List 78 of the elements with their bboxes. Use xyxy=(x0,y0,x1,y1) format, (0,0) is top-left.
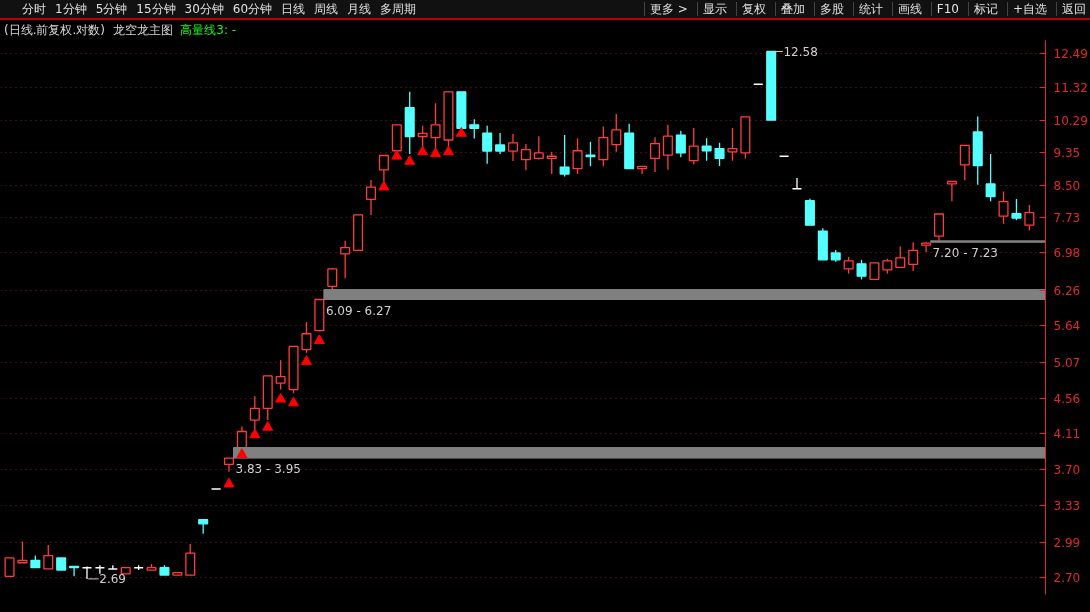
text: 复权 xyxy=(735,2,766,16)
band-label: 3.83 - 3.95 xyxy=(235,462,301,477)
point xyxy=(417,145,429,156)
point xyxy=(288,396,300,407)
text: +自选 xyxy=(1006,2,1047,16)
y-tick-label: 6.98 xyxy=(1053,246,1081,261)
text: 60分钟 xyxy=(232,2,273,16)
y-tick-label: 4.56 xyxy=(1053,391,1081,406)
chart-title: (日线.前复权.对数) xyxy=(4,23,105,37)
point xyxy=(313,334,325,345)
y-tick-label: 12.49 xyxy=(1053,47,1088,62)
y-tick-label: 11.32 xyxy=(1053,81,1088,96)
point xyxy=(249,428,261,439)
candlestick xyxy=(236,425,247,449)
candlestick xyxy=(766,50,777,121)
text: 1分钟 xyxy=(55,2,87,16)
band-label: 6.09 - 6.27 xyxy=(325,303,392,318)
text: 周线 xyxy=(314,2,339,16)
y-tick-label: 6.26 xyxy=(1053,283,1081,298)
y-tick-label: 2.70 xyxy=(1053,571,1081,586)
y-tick-label: 7.73 xyxy=(1053,211,1081,226)
text: 30分钟 xyxy=(184,2,224,16)
text: 画线 xyxy=(891,2,922,16)
point xyxy=(404,155,416,165)
text: 5分钟 xyxy=(95,2,128,16)
text: 统计 xyxy=(852,2,883,16)
y-tick-label: 5.64 xyxy=(1053,319,1081,334)
y-tick-label: 10.29 xyxy=(1053,113,1088,128)
text: 日线 xyxy=(281,2,306,16)
annotation: 12.58 xyxy=(783,44,818,59)
text: 月线 xyxy=(347,2,372,16)
candlestick xyxy=(172,571,183,576)
candlestick xyxy=(869,262,880,280)
candlestick xyxy=(353,214,364,252)
text: 更多 > xyxy=(643,2,688,16)
point xyxy=(442,145,454,156)
candlestick xyxy=(520,143,531,171)
candlestick xyxy=(921,242,932,253)
candlestick xyxy=(56,557,67,571)
text: 15分钟 xyxy=(136,2,176,16)
candlestick xyxy=(662,124,673,171)
point xyxy=(378,180,390,191)
point xyxy=(430,147,442,158)
candlestick xyxy=(649,136,661,173)
candlestick xyxy=(4,557,15,578)
y-tick-label: 3.70 xyxy=(1053,463,1081,478)
annotation: 2.69 xyxy=(99,572,126,587)
candlestick xyxy=(507,133,519,162)
text: 显示 xyxy=(696,2,727,16)
y-tick-label: 5.07 xyxy=(1053,355,1081,370)
candlestick xyxy=(946,180,957,202)
chart-subtitle: 龙空龙主图 xyxy=(112,23,173,37)
text: F10 xyxy=(930,2,959,16)
y-tick-label: 9.35 xyxy=(1053,146,1081,161)
text: 多股 xyxy=(813,2,844,16)
y-tick-label: 8.50 xyxy=(1053,179,1081,194)
candlestick xyxy=(933,213,945,242)
point xyxy=(455,127,467,137)
y-tick-label: 3.33 xyxy=(1053,499,1081,514)
candlestick xyxy=(120,566,131,575)
text: 标记 xyxy=(967,2,998,16)
y-tick-label: 2.99 xyxy=(1053,536,1081,551)
text: 高量线3: - xyxy=(180,23,237,37)
point xyxy=(275,392,287,403)
y-tick-label: 4.11 xyxy=(1053,427,1081,442)
point xyxy=(223,477,235,488)
candlestick xyxy=(223,457,235,473)
band-label: 7.20 - 7.23 xyxy=(932,246,999,261)
text: 分时 xyxy=(22,2,46,16)
point xyxy=(262,421,274,431)
text: 多周期 xyxy=(380,2,417,16)
text: 返回 xyxy=(1056,2,1086,16)
candlestick xyxy=(365,179,377,216)
point xyxy=(236,448,248,458)
text: 叠加 xyxy=(774,2,805,16)
point xyxy=(300,355,312,365)
candlestick xyxy=(495,132,506,155)
point xyxy=(391,149,403,160)
